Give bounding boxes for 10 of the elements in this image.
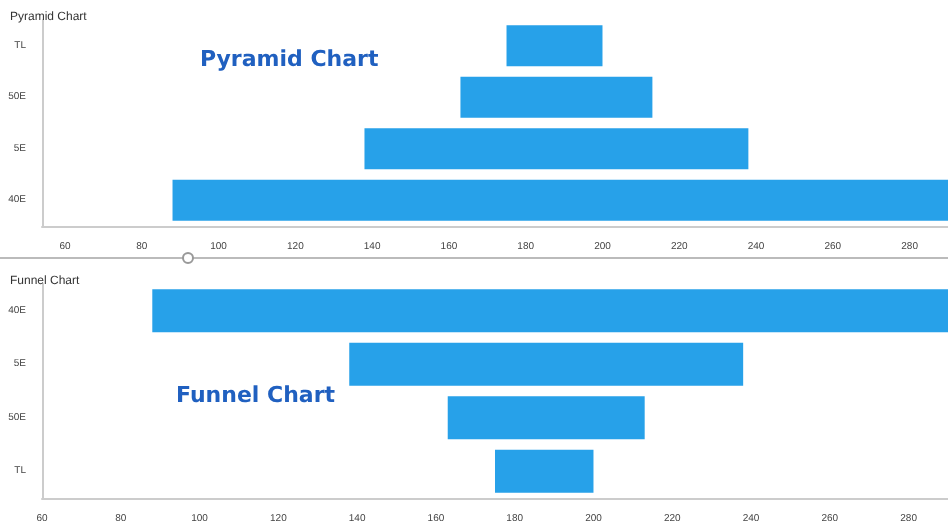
bar	[364, 128, 749, 170]
annotation: Pyramid Chart	[200, 46, 379, 72]
bar	[349, 342, 744, 386]
bar	[152, 289, 948, 333]
bar	[495, 449, 594, 493]
bar	[172, 179, 948, 221]
bar	[506, 25, 603, 67]
bar	[447, 396, 645, 440]
annotation: Funnel Chart	[176, 382, 336, 408]
bar	[460, 76, 653, 118]
